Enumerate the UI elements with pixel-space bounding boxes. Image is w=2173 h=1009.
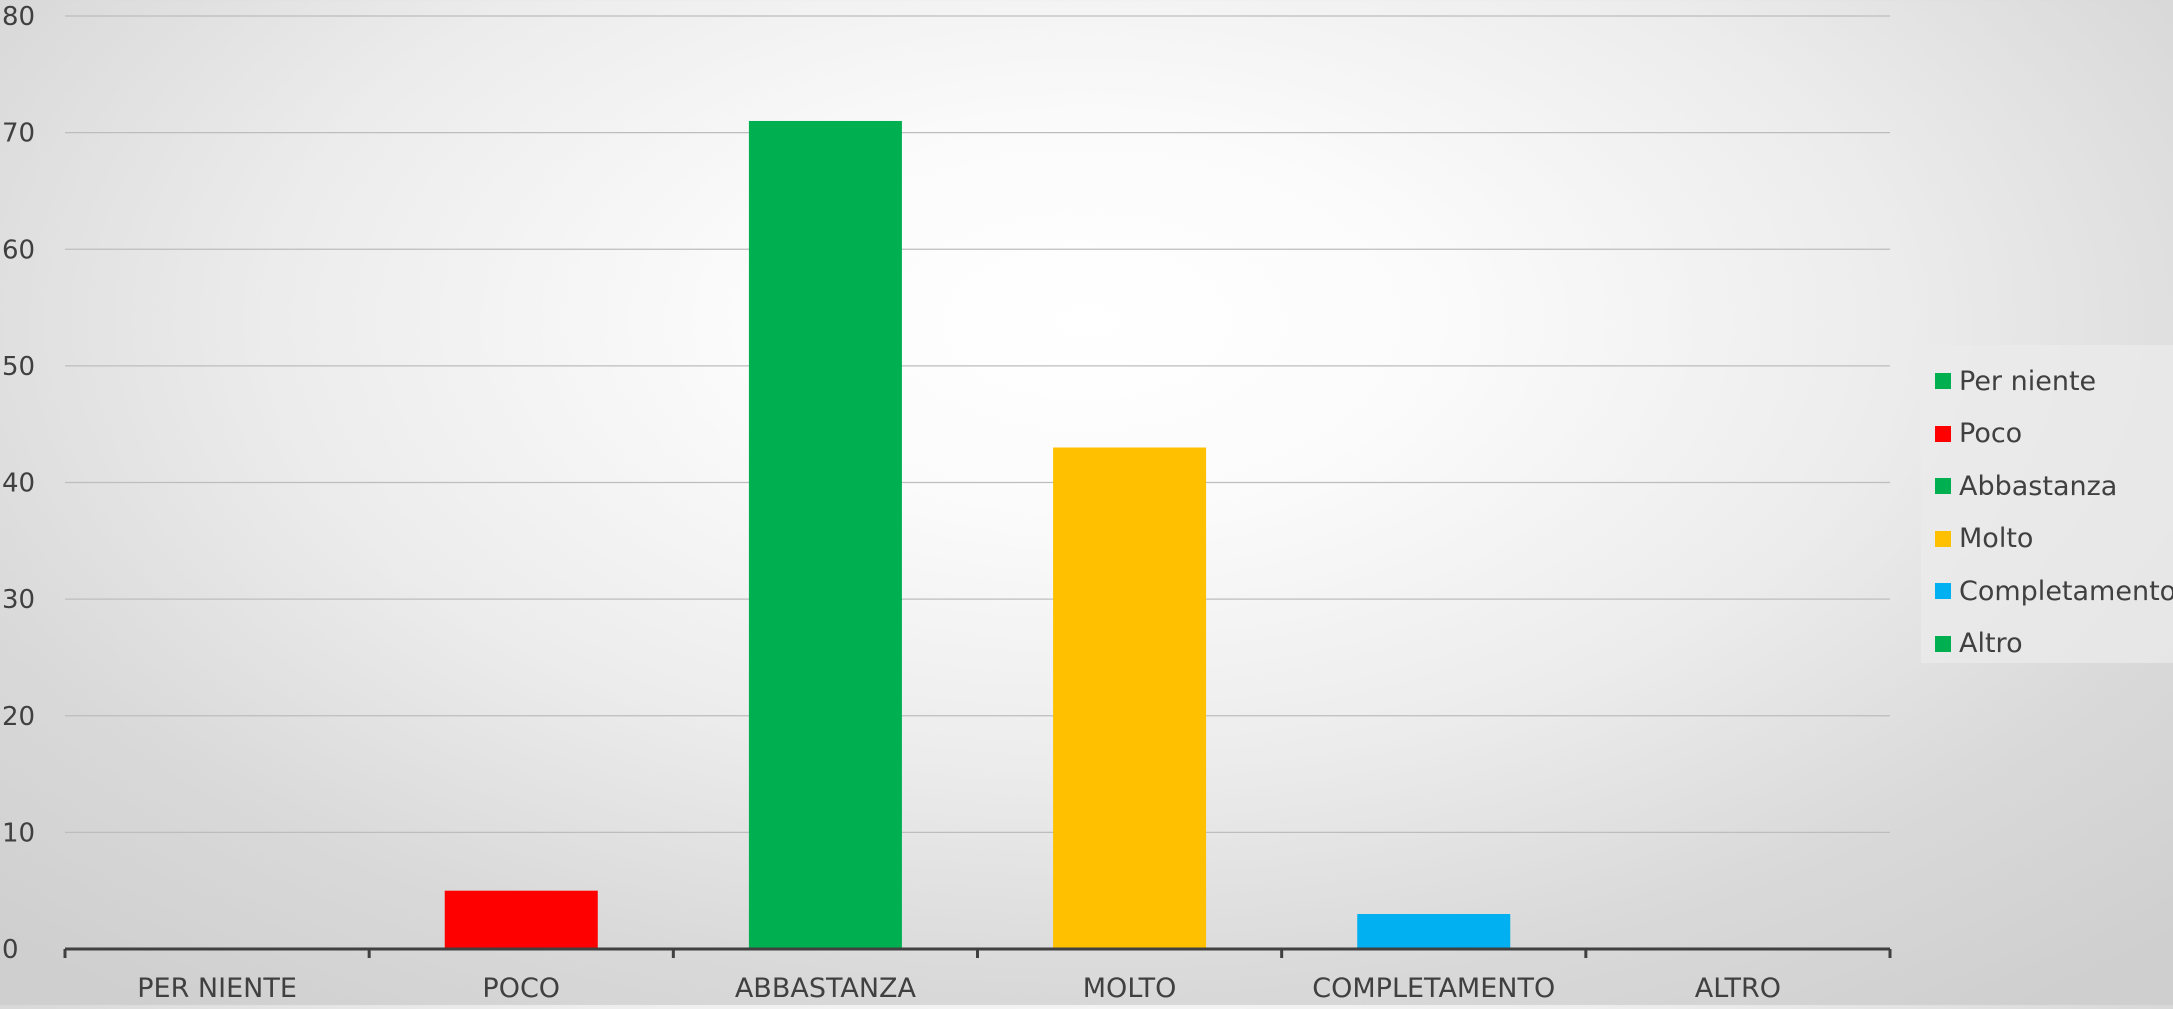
- y-tick-label: 50: [2, 352, 35, 382]
- y-tick-label: 0: [2, 935, 19, 965]
- x-tick-label: ALTRO: [1695, 973, 1781, 1004]
- gridlines: [65, 15, 1890, 834]
- legend-item: Completamento: [1921, 565, 2173, 618]
- y-tick-label: 40: [2, 469, 35, 499]
- legend-swatch: [1935, 583, 1951, 600]
- legend-swatch: [1935, 373, 1951, 390]
- x-tick-label: COMPLETAMENTO: [1312, 973, 1555, 1004]
- y-tick-label: 60: [2, 235, 35, 265]
- x-tick-label: POCO: [482, 973, 560, 1004]
- legend-label: Per niente: [1959, 365, 2097, 397]
- legend-item: Abbastanza: [1921, 460, 2173, 513]
- bar-molto: [1053, 447, 1207, 949]
- x-tick-label: ABBASTANZA: [735, 973, 917, 1004]
- bars: [444, 120, 1511, 949]
- legend-label: Poco: [1959, 418, 2023, 450]
- legend-label: Altro: [1959, 628, 2023, 660]
- x-axis: [63, 947, 1892, 958]
- y-tick-labels: 0 10 20 30 40 50 60 70 80: [2, 2, 35, 965]
- bar-abbastanza: [748, 120, 902, 949]
- legend-label: Completamento: [1959, 575, 2173, 607]
- y-tick-label: 30: [2, 585, 35, 615]
- legend-item: Molto: [1921, 513, 2173, 566]
- legend-swatch: [1935, 478, 1951, 495]
- bar-completamento: [1357, 914, 1511, 949]
- y-tick-label: 20: [2, 702, 35, 732]
- legend-swatch: [1935, 530, 1951, 547]
- y-tick-label: 10: [2, 818, 35, 848]
- y-tick-label: 80: [2, 2, 35, 32]
- bar-poco: [444, 890, 598, 949]
- legend-item: Per niente: [1921, 355, 2173, 408]
- legend-swatch: [1935, 425, 1951, 442]
- y-tick-label: 70: [2, 119, 35, 149]
- legend: Per niente Poco Abbastanza Molto Completamen…: [1921, 345, 2173, 663]
- legend-swatch: [1935, 635, 1951, 652]
- legend-item: Altro: [1921, 618, 2173, 671]
- x-tick-labels: PER NIENTE POCO ABBASTANZA MOLTO COMPLETAMEN…: [137, 973, 1781, 1004]
- legend-label: Abbastanza: [1959, 470, 2118, 502]
- legend-item: Poco: [1921, 408, 2173, 461]
- x-tick-label: PER NIENTE: [137, 973, 297, 1004]
- legend-label: Molto: [1959, 523, 2034, 555]
- x-tick-label: MOLTO: [1083, 973, 1177, 1004]
